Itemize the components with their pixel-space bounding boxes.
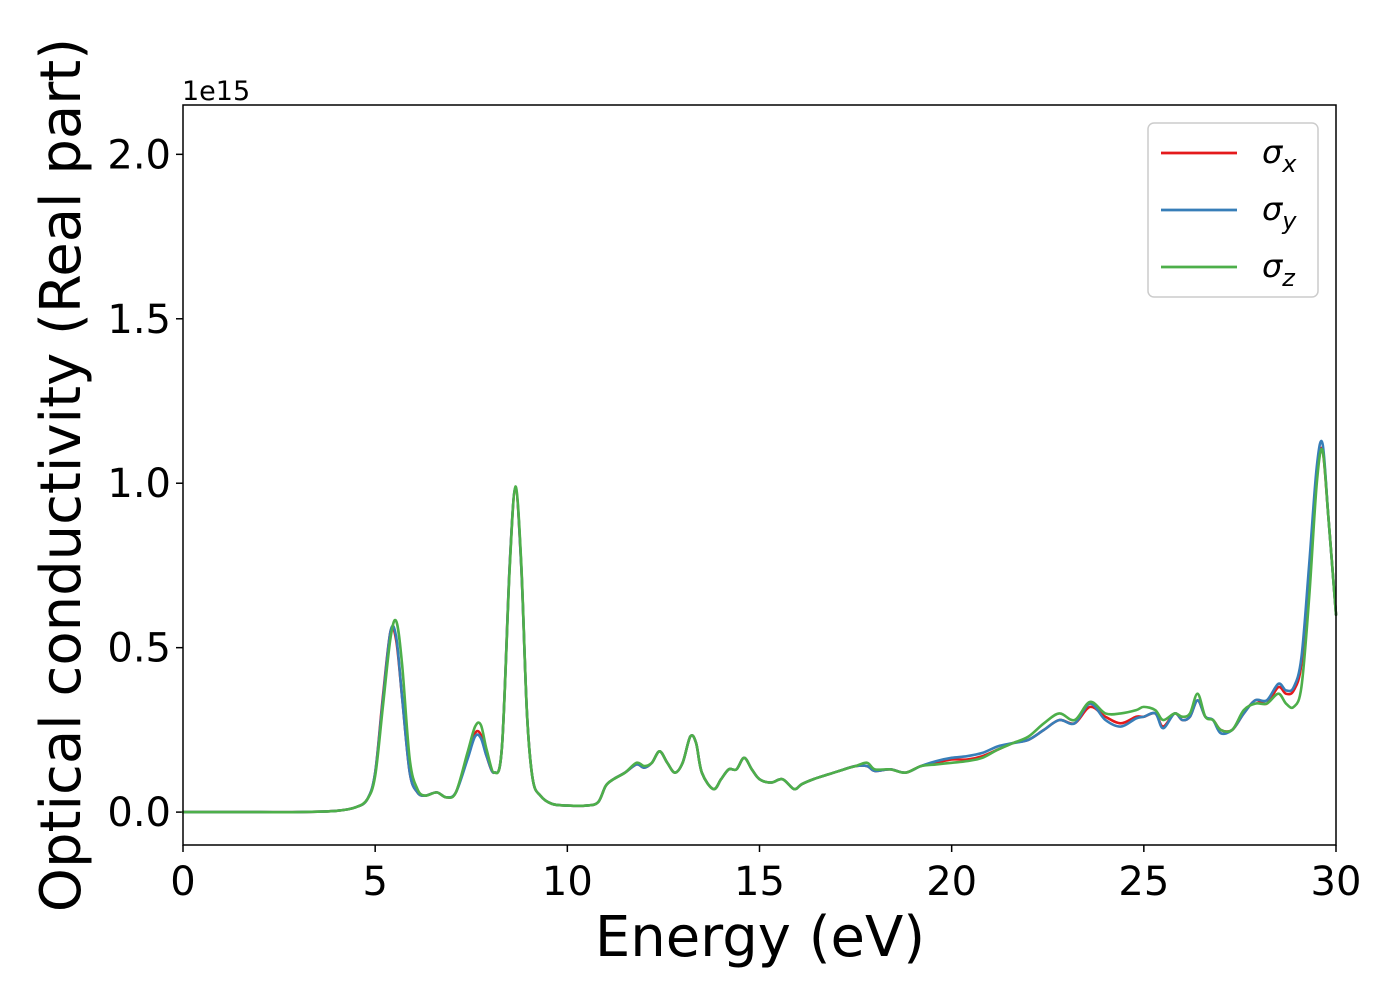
legend: σx σy σz	[1147, 122, 1319, 298]
axis-ticks: 0 5 10 15 20 25 30 0.0 0.5 1.0 1.5 2.0	[107, 132, 1361, 905]
x-tick-label: 0	[170, 859, 195, 905]
x-tick-label: 20	[926, 859, 977, 905]
y-offset-label: 1e15	[182, 76, 250, 107]
plot-frame	[182, 104, 1337, 846]
x-tick-label: 10	[542, 859, 593, 905]
y-tick-label: 0.5	[107, 626, 171, 672]
y-tick-label: 2.0	[107, 132, 171, 178]
x-tick-label: 5	[362, 859, 387, 905]
legend-label-y: σy	[1262, 190, 1297, 235]
y-tick-label: 1.5	[107, 297, 171, 343]
y-axis-label: Optical conductivity (Real part)	[29, 38, 94, 912]
y-tick-label: 1.0	[107, 461, 171, 507]
series-line-z	[181, 447, 1338, 814]
x-tick-label: 30	[1311, 859, 1362, 905]
legend-label-z: σz	[1262, 247, 1296, 292]
legend-label-x: σx	[1262, 133, 1297, 178]
series-line-x	[181, 446, 1338, 814]
x-axis-label: Energy (eV)	[595, 905, 925, 970]
x-tick-label: 25	[1118, 859, 1169, 905]
series-line-y	[181, 439, 1338, 814]
y-tick-label: 0.0	[107, 790, 171, 836]
series-lines	[181, 439, 1338, 814]
x-tick-label: 15	[734, 859, 785, 905]
